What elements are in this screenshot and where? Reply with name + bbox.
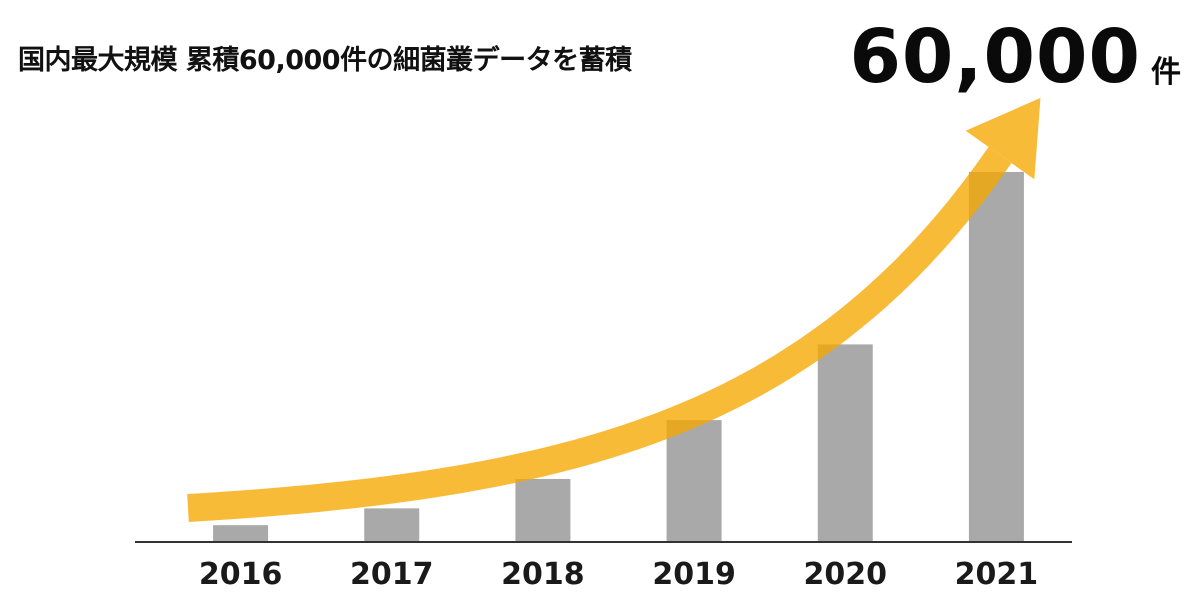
x-tick-label-2017: 2017 — [350, 557, 434, 592]
bar-series — [213, 172, 1024, 542]
bar-2021 — [968, 172, 1024, 542]
total-count-value: 60,000 — [849, 14, 1141, 100]
x-tick-label-2019: 2019 — [652, 557, 736, 592]
total-count-unit: 件 — [1151, 55, 1181, 90]
bar-2016 — [213, 525, 269, 542]
growth-arrow-shaft — [187, 146, 1012, 522]
x-tick-label-2020: 2020 — [804, 557, 888, 592]
bar-2018 — [515, 478, 571, 542]
growth-arrow-head — [965, 97, 1041, 180]
x-axis-tick-labels: 2016 2017 2018 2019 2020 2021 — [199, 557, 1038, 592]
x-tick-label-2018: 2018 — [501, 557, 585, 592]
bar-2020 — [817, 344, 873, 542]
x-tick-label-2016: 2016 — [199, 557, 283, 592]
growth-arrow — [187, 97, 1041, 522]
bar-2017 — [364, 508, 420, 542]
total-count: 60,000 件 — [849, 20, 1181, 94]
bar-2019 — [666, 420, 722, 542]
x-tick-label-2021: 2021 — [955, 557, 1039, 592]
chart-title: 国内最大規模 累積60,000件の細菌叢データを蓄積 — [18, 45, 632, 76]
